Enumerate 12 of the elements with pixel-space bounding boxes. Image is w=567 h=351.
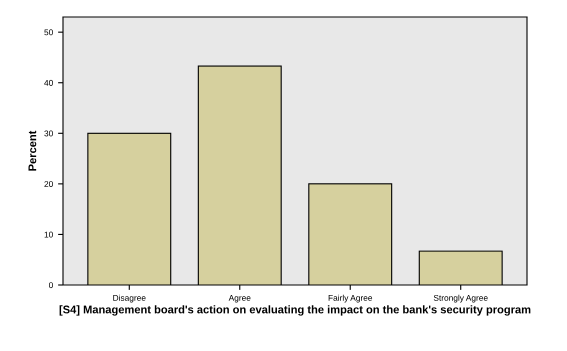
y-tick-label: 30 (44, 130, 53, 136)
y-tick-label: 10 (44, 232, 53, 238)
x-axis-title: [S4] Management board's action on evaluating the impact on the bank's security program (60, 305, 530, 316)
x-tick-label: Fairly Agree (328, 294, 372, 302)
y-tick-label: 0 (48, 282, 53, 288)
y-axis-title: Percent (28, 130, 36, 171)
y-tick-label: 20 (44, 181, 53, 187)
y-tick-label: 50 (44, 29, 53, 36)
y-tick-label: 40 (44, 80, 53, 86)
x-tick-label: Disagree (113, 294, 146, 302)
x-tick-label: Strongly Agree (434, 294, 488, 302)
x-tick-label: Agree (228, 295, 251, 302)
